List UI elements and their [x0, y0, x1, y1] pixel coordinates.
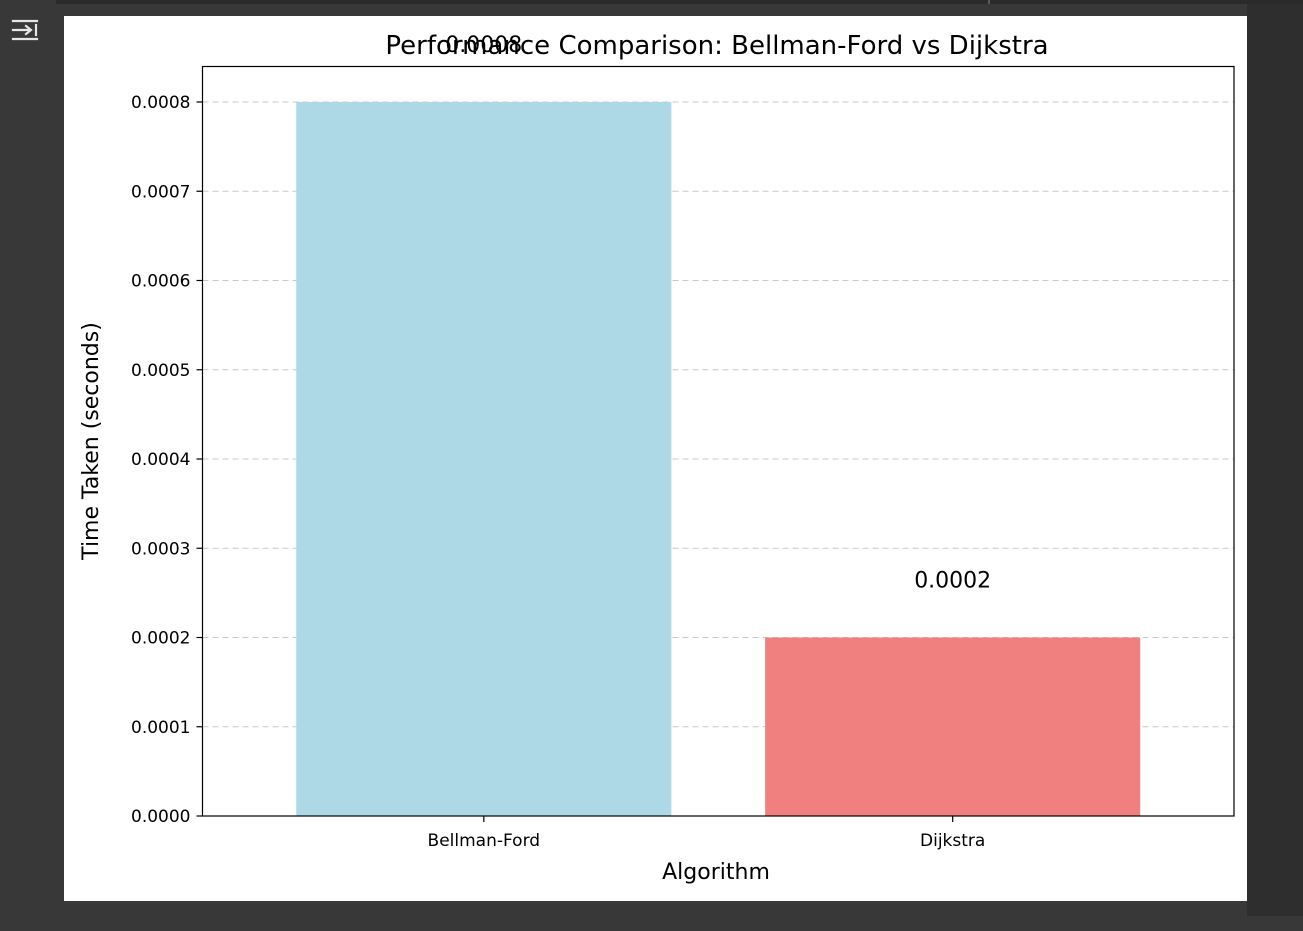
- x-tick-label: Dijkstra: [920, 831, 985, 851]
- bars: [296, 102, 1141, 816]
- output-right-gutter: [1247, 4, 1303, 916]
- x-axis-ticks: Bellman-Ford Dijkstra: [428, 816, 985, 851]
- y-tick-label: 0.0004: [131, 450, 190, 470]
- y-tick-label: 0.0006: [131, 272, 190, 292]
- output-collapse-icon: [11, 19, 39, 41]
- y-tick-label: 0.0008: [131, 93, 190, 113]
- bar-chart: 0.0000 0.0001 0.0002 0.0003 0.0004 0.0005 0.00…: [79, 31, 1235, 885]
- bar-value-labels: 0.0008 0.0002: [445, 33, 991, 594]
- axes-frame: [201, 65, 1235, 817]
- y-tick-label: 0.0000: [131, 807, 190, 827]
- y-axis-ticks: 0.0000 0.0001 0.0002 0.0003 0.0004 0.0005 0.00…: [131, 93, 203, 827]
- x-axis-label: Algorithm: [662, 860, 770, 885]
- bar-value-label: 0.0008: [445, 33, 522, 58]
- y-tick-label: 0.0001: [131, 718, 190, 738]
- cell-top-strip: [56, 0, 1303, 4]
- x-tick-label: Bellman-Ford: [428, 831, 541, 851]
- y-tick-label: 0.0007: [131, 182, 190, 202]
- bar-dijkstra: [765, 637, 1141, 816]
- cell-top-divider: [988, 0, 990, 4]
- y-tick-label: 0.0002: [131, 629, 190, 649]
- y-tick-label: 0.0003: [131, 539, 190, 559]
- bar-value-label: 0.0002: [914, 569, 991, 594]
- y-axis-label: Time Taken (seconds): [79, 322, 104, 561]
- chart-figure: 0.0000 0.0001 0.0002 0.0003 0.0004 0.0005 0.00…: [64, 16, 1247, 901]
- chart-title: Performance Comparison: Bellman-Ford vs …: [385, 31, 1048, 61]
- y-tick-label: 0.0005: [131, 361, 190, 381]
- bar-bellman-ford: [296, 102, 672, 816]
- output-toggle-button[interactable]: [8, 14, 42, 46]
